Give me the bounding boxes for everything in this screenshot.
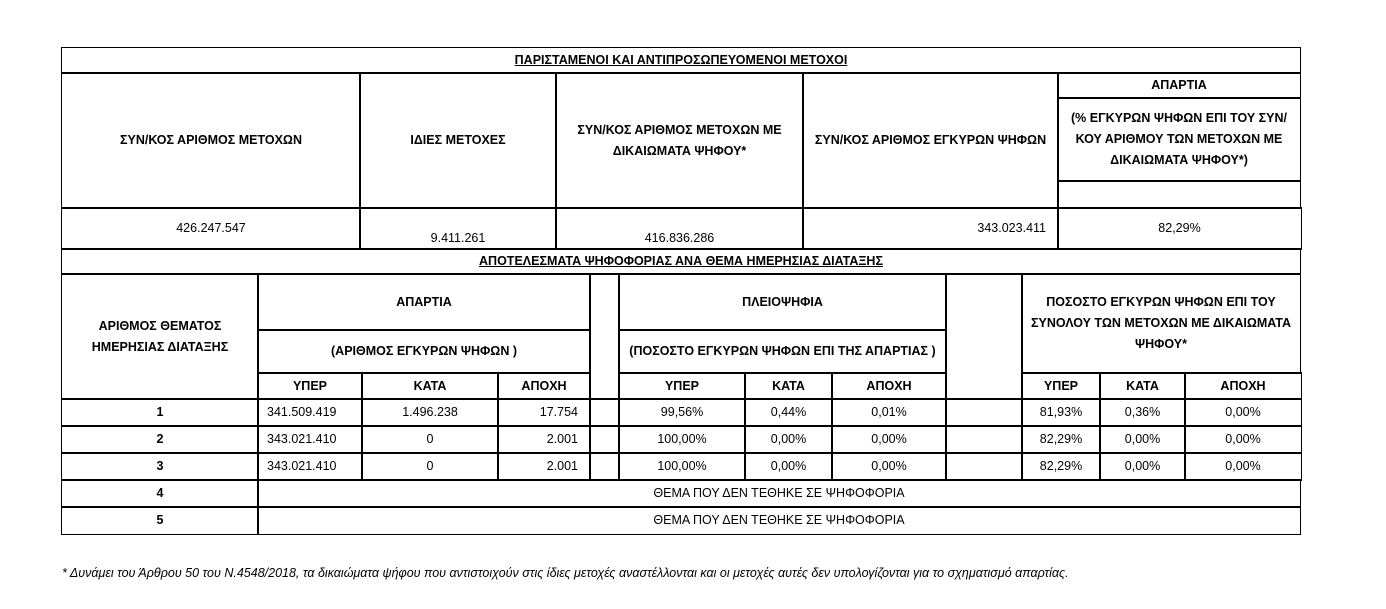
row-item-number: 1 — [61, 398, 259, 427]
spacer — [589, 273, 620, 400]
summary-value: 416.836.286 — [555, 207, 804, 250]
row-value: 2.001 — [497, 452, 591, 481]
spacer — [945, 398, 1023, 427]
row-value: 0,36% — [1099, 398, 1186, 427]
row-value: 100,00% — [618, 425, 746, 454]
row-value: 0,00% — [831, 452, 947, 481]
row-value: 0,00% — [1184, 452, 1302, 481]
results-title: ΑΠΟΤΕΛΕΣΜΑΤΑ ΨΗΦΟΦΟΡΙΑΣ ΑΝΑ ΘΕΜΑ ΗΜΕΡΗΣΙ… — [61, 248, 1301, 275]
row-item-number: 3 — [61, 452, 259, 481]
col-header: ΚΑΤΑ — [361, 372, 499, 400]
row-value: 0,00% — [744, 452, 833, 481]
col-header: ΥΠΕΡ — [257, 372, 363, 400]
row-note: ΘΕΜΑ ΠΟΥ ΔΕΝ ΤΕΘΗΚΕ ΣΕ ΨΗΦΟΦΟΡΙΑ — [257, 479, 1301, 508]
summary-empty — [1057, 180, 1301, 209]
row-value: 0 — [361, 425, 499, 454]
row-value: 0,00% — [1184, 398, 1302, 427]
row-value: 343.021.410 — [257, 425, 363, 454]
apartia-sub: (ΑΡΙΘΜΟΣ ΕΓΚΥΡΩΝ ΨΗΦΩΝ ) — [257, 329, 591, 374]
row-value: 343.021.410 — [257, 452, 363, 481]
spacer — [589, 398, 620, 427]
summary-value: 343.023.411 — [802, 207, 1059, 250]
row-value: 0,00% — [831, 425, 947, 454]
row-value: 99,56% — [618, 398, 746, 427]
apartia-header: ΑΠΑΡΤΙΑ — [257, 273, 591, 331]
row-item-number: 4 — [61, 479, 259, 508]
col-header: ΑΠΟΧΗ — [1184, 372, 1302, 400]
row-value: 0,00% — [744, 425, 833, 454]
col-header: ΚΑΤΑ — [744, 372, 833, 400]
row-value: 1.496.238 — [361, 398, 499, 427]
summary-header-apartia: ΑΠΑΡΤΙΑ — [1057, 72, 1301, 99]
row-note: ΘΕΜΑ ΠΟΥ ΔΕΝ ΤΕΘΗΚΕ ΣΕ ΨΗΦΟΦΟΡΙΑ — [257, 506, 1301, 535]
item-header: ΑΡΙΘΜΟΣ ΘΕΜΑΤΟΣ ΗΜΕΡΗΣΙΑΣ ΔΙΑΤΑΞΗΣ — [61, 273, 259, 400]
spacer — [589, 452, 620, 481]
summary-title: ΠΑΡΙΣΤΑΜΕΝΟΙ ΚΑΙ ΑΝΤΙΠΡΟΣΩΠΕΥΟΜΕΝΟΙ ΜΕΤΟ… — [61, 47, 1301, 74]
row-value: 0,01% — [831, 398, 947, 427]
row-value: 341.509.419 — [257, 398, 363, 427]
spacer — [945, 425, 1023, 454]
summary-value: 426.247.547 — [61, 207, 361, 250]
summary-header: ΣΥΝ/ΚΟΣ ΑΡΙΘΜΟΣ ΜΕΤΟΧΩΝ — [61, 72, 361, 209]
col-header: ΚΑΤΑ — [1099, 372, 1186, 400]
row-value: 0,44% — [744, 398, 833, 427]
footnote: * Δυνάμει του Άρθρου 50 του Ν.4548/2018,… — [62, 566, 1069, 580]
col-header: ΥΠΕΡ — [1021, 372, 1101, 400]
row-value: 100,00% — [618, 452, 746, 481]
summary-value: 9.411.261 — [359, 207, 557, 250]
pleio-header: ΠΛΕΙΟΨΗΦΙΑ — [618, 273, 947, 331]
row-value: 82,29% — [1021, 452, 1101, 481]
spacer — [945, 452, 1023, 481]
row-value: 0,00% — [1099, 425, 1186, 454]
summary-header: ΙΔΙΕΣ ΜΕΤΟΧΕΣ — [359, 72, 557, 209]
row-value: 17.754 — [497, 398, 591, 427]
summary-header: ΣΥΝ/ΚΟΣ ΑΡΙΘΜΟΣ ΜΕΤΟΧΩΝ ΜΕ ΔΙΚΑΙΩΜΑΤΑ ΨΗ… — [555, 72, 804, 209]
col-header: ΑΠΟΧΗ — [831, 372, 947, 400]
row-value: 2.001 — [497, 425, 591, 454]
summary-value: 82,29% — [1057, 207, 1302, 250]
col-header: ΑΠΟΧΗ — [497, 372, 591, 400]
summary-apartia-sub: (% ΕΓΚΥΡΩΝ ΨΗΦΩΝ ΕΠΙ ΤΟΥ ΣΥΝ/ΚΟΥ ΑΡΙΘΜΟΥ… — [1057, 97, 1301, 182]
pleio-sub: (ΠΟΣΟΣΤΟ ΕΓΚΥΡΩΝ ΨΗΦΩΝ ΕΠΙ ΤΗΣ ΑΠΑΡΤΙΑΣ … — [618, 329, 947, 374]
spacer — [589, 425, 620, 454]
spacer — [945, 273, 1023, 400]
row-item-number: 2 — [61, 425, 259, 454]
row-value: 82,29% — [1021, 425, 1101, 454]
row-value: 0 — [361, 452, 499, 481]
col-header: ΥΠΕΡ — [618, 372, 746, 400]
row-item-number: 5 — [61, 506, 259, 535]
pct-header: ΠΟΣΟΣΤΟ ΕΓΚΥΡΩΝ ΨΗΦΩΝ ΕΠΙ ΤΟΥ ΣΥΝΟΛΟΥ ΤΩ… — [1021, 273, 1301, 374]
row-value: 0,00% — [1184, 425, 1302, 454]
summary-header: ΣΥΝ/ΚΟΣ ΑΡΙΘΜΟΣ ΕΓΚΥΡΩΝ ΨΗΦΩΝ — [802, 72, 1059, 209]
row-value: 81,93% — [1021, 398, 1101, 427]
row-value: 0,00% — [1099, 452, 1186, 481]
